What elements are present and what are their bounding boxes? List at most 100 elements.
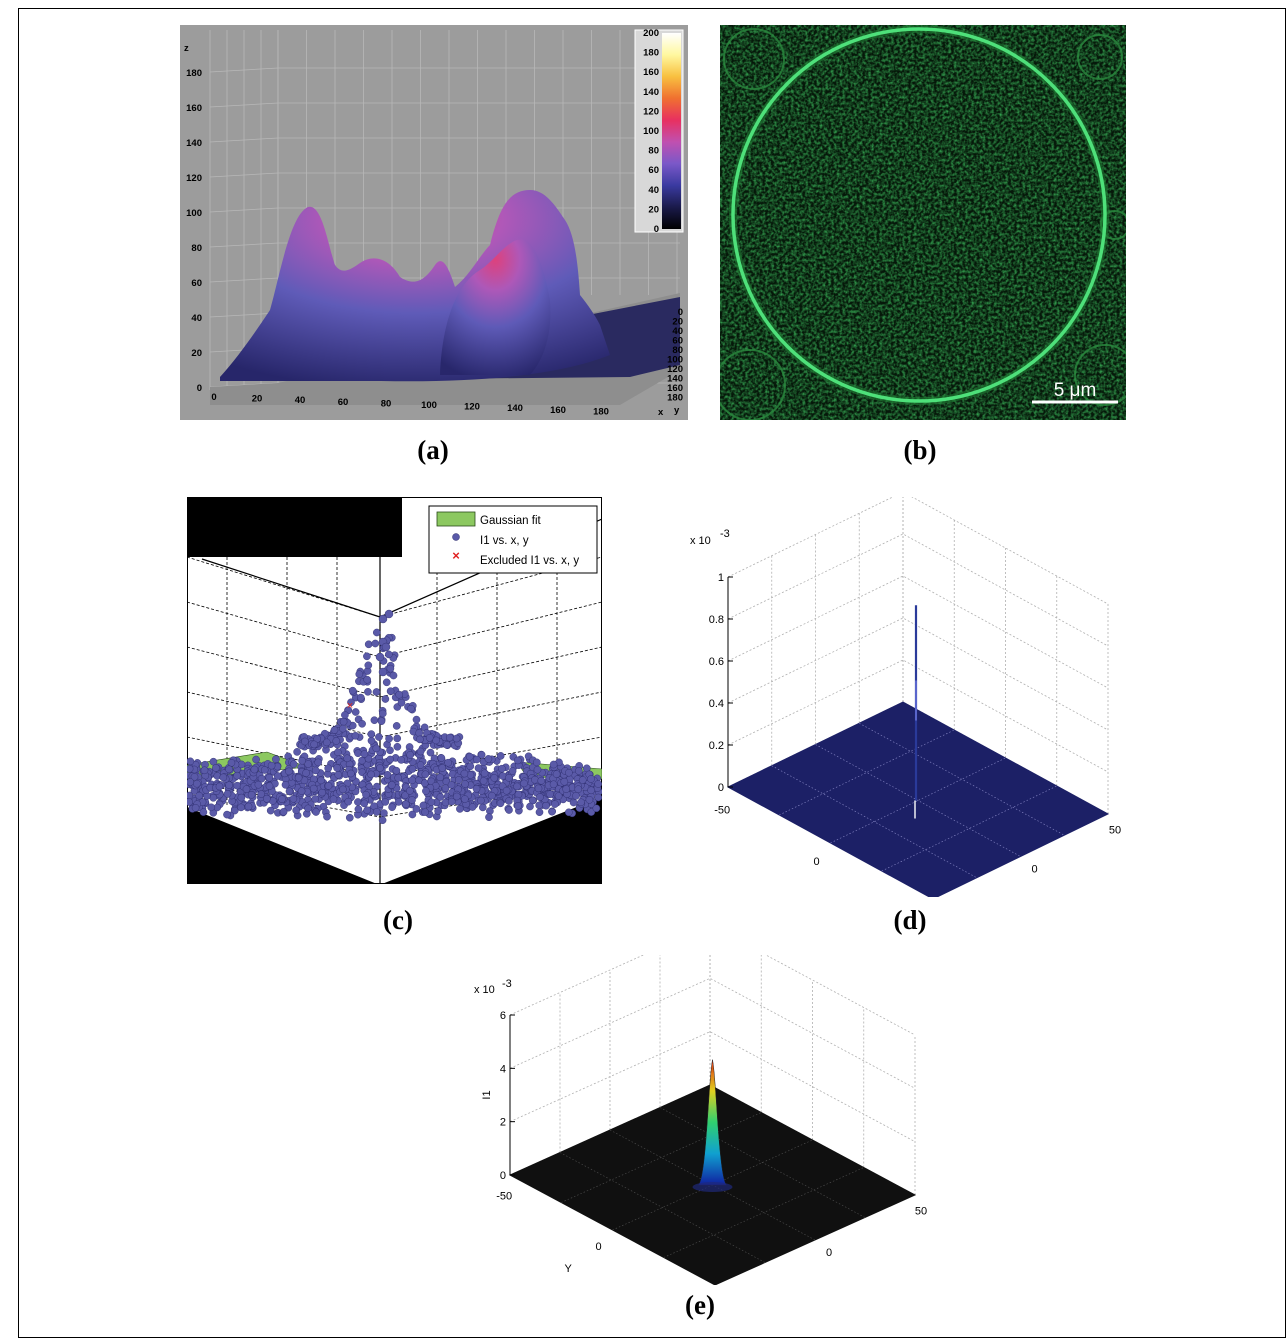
panel-a-colorbar-tick: 80 xyxy=(648,146,659,157)
panel-d-x-tick: 50 xyxy=(1109,824,1121,836)
scatter-point xyxy=(266,806,275,815)
panel-a-x-tick: 120 xyxy=(464,402,480,413)
panel-b-noise-texture xyxy=(720,25,1126,420)
panel-c: × × Gaussian fit I1 vs. x, y Excluded I1 vs.… xyxy=(185,496,603,885)
scatter-point xyxy=(587,808,596,816)
scatter-point xyxy=(302,769,310,777)
scatter-point xyxy=(195,791,204,800)
panel-a-x-tick: 80 xyxy=(381,398,392,409)
panel-a-y-tick: 100 xyxy=(667,355,683,366)
scatter-point xyxy=(447,797,456,806)
panel-d-y-tick: -50 xyxy=(714,804,730,816)
panel-c-legend-label: Gaussian fit xyxy=(480,515,542,527)
scatter-point xyxy=(292,806,300,815)
panel-a-colorbar-tick: 0 xyxy=(654,224,659,235)
panel-a-z-tick: 140 xyxy=(186,138,202,149)
scatter-point xyxy=(421,808,429,816)
scatter-point xyxy=(479,777,488,785)
panel-e-z-exponent-power: -3 xyxy=(502,978,512,990)
panel-e-zlabel: I1 xyxy=(481,1090,493,1099)
panel-a-y-tick: 40 xyxy=(672,326,683,337)
scatter-point xyxy=(454,776,463,784)
scatter-point xyxy=(585,795,594,804)
scatter-point xyxy=(478,803,487,812)
panel-a-colorbar-tick: 40 xyxy=(648,185,659,196)
scatter-point xyxy=(339,785,347,794)
scatter-point xyxy=(193,779,201,788)
panel-a-z-tick: 0 xyxy=(197,383,202,394)
scatter-point xyxy=(594,780,603,788)
scatter-point xyxy=(317,776,325,785)
panel-a-y-tick: 120 xyxy=(667,364,683,375)
scatter-point xyxy=(549,760,558,769)
panel-c-box-edge-left xyxy=(201,558,381,618)
scatter-point xyxy=(244,802,253,811)
scatter-point xyxy=(312,808,320,816)
panel-e-z-exponent: x 10 xyxy=(474,984,495,996)
scatter-point xyxy=(412,715,421,724)
scatter-point xyxy=(473,755,481,764)
scatter-point xyxy=(354,805,363,814)
scatter-point xyxy=(427,798,436,807)
panel-d-z-tick: 0.4 xyxy=(709,698,724,710)
scatter-point xyxy=(339,724,347,733)
scatter-point xyxy=(360,799,369,808)
panel-a-colorbar-tick: 180 xyxy=(643,48,659,59)
scatter-point xyxy=(587,786,595,795)
scatter-point xyxy=(265,782,274,790)
scatter-point xyxy=(348,686,357,695)
scatter-point xyxy=(311,795,319,803)
scatter-point xyxy=(577,798,585,807)
panel-e-peak-base xyxy=(692,1182,733,1192)
scatter-point xyxy=(260,766,269,774)
scatter-point xyxy=(341,711,349,719)
scatter-point xyxy=(185,791,194,800)
scatter-point xyxy=(190,773,199,781)
panel-a-zlabel: z xyxy=(184,43,189,54)
panel-d-z-tick: 0.8 xyxy=(709,614,724,626)
scatter-point xyxy=(578,776,587,784)
panel-d-surface-plot: 00.20.40.60.81x 10-3-50050-50050 xyxy=(690,491,1121,920)
scatter-point xyxy=(281,780,290,789)
scatter-point xyxy=(301,737,309,746)
scatter-point xyxy=(372,628,381,637)
scatter-point xyxy=(452,734,461,743)
scatter-point xyxy=(375,733,383,741)
scatter-point xyxy=(367,770,375,779)
scatter-point xyxy=(460,769,469,778)
scatter-point xyxy=(252,755,260,764)
scatter-point xyxy=(386,664,395,673)
panel-d: 00.20.40.60.81x 10-3-50050-50050 xyxy=(690,491,1130,920)
scatter-point xyxy=(285,767,293,776)
scatter-point xyxy=(356,693,365,702)
scatter-point xyxy=(425,733,434,742)
panel-a-colorbar-tick: 20 xyxy=(648,204,659,215)
panel-a-x-tick: 20 xyxy=(252,394,263,405)
scatter-point xyxy=(490,774,499,782)
scatter-point xyxy=(358,756,366,765)
scatter-point xyxy=(364,687,372,696)
panel-a-z-tick: 60 xyxy=(191,278,202,289)
scatter-point xyxy=(324,764,332,773)
scatter-point xyxy=(304,804,312,813)
scatter-point xyxy=(285,787,294,796)
panel-d-z-exponent: x 10 xyxy=(690,535,711,547)
scatter-point xyxy=(382,678,391,687)
scatter-point xyxy=(223,810,231,819)
scatter-point xyxy=(537,776,546,785)
scatter-point xyxy=(186,778,194,786)
scatter-point xyxy=(441,784,450,793)
scatter-point xyxy=(592,804,601,813)
scatter-point xyxy=(408,765,417,773)
scatter-point xyxy=(343,754,351,763)
panel-d-y-tick: 0 xyxy=(813,856,819,868)
scatter-point xyxy=(309,784,318,793)
scatter-point xyxy=(445,733,454,742)
panel-d-z-tick: 1 xyxy=(718,572,724,584)
scatter-point xyxy=(534,784,543,793)
scatter-point xyxy=(387,781,396,789)
scatter-point xyxy=(533,765,542,774)
scatter-point xyxy=(237,803,245,812)
panel-e-z-tick: 4 xyxy=(500,1063,506,1075)
